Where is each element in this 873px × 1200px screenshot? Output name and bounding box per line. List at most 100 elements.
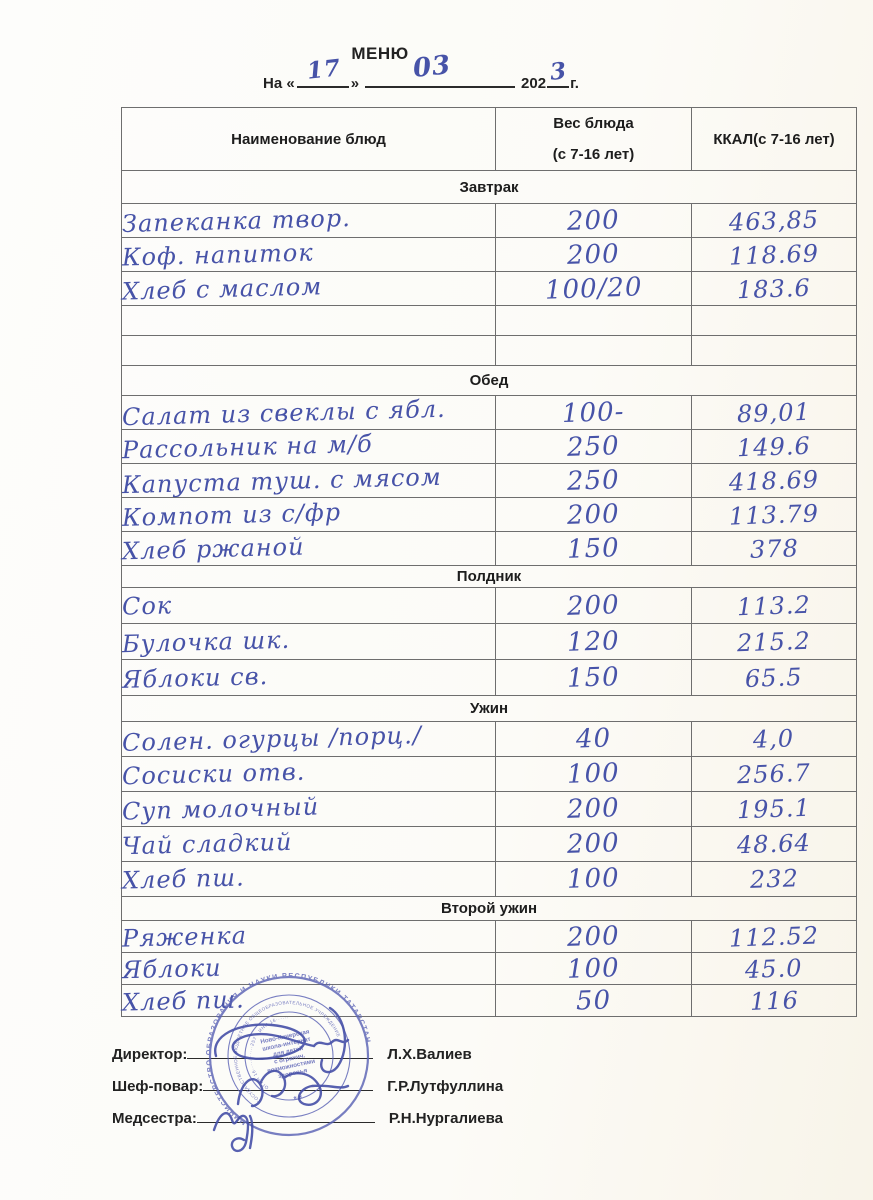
dish-weight: 100 [566, 863, 621, 895]
signature-label: Директор: [112, 1046, 188, 1063]
table-row: Хлеб пш. 50 116 [121, 984, 857, 1017]
dish-weight: 150 [566, 661, 621, 694]
dish-name: Хлеб ржаной [121, 532, 305, 565]
dish-name: Чай сладкий [121, 827, 293, 861]
date-month-blank: 03 [365, 50, 516, 88]
signature-line [187, 1044, 374, 1059]
table-row: Чай сладкий 200 48.64 [121, 826, 857, 862]
handwritten-month: 03 [411, 50, 453, 84]
dish-name: Компот из с/фр [121, 497, 342, 532]
section-title: Ужин [121, 695, 857, 722]
dish-weight: 120 [566, 625, 621, 658]
dish-name: Ряженка [121, 920, 248, 953]
signature-label: Шеф-повар: [112, 1078, 204, 1095]
signature-name: Л.Х.Валиев [387, 1046, 472, 1063]
signature-name: Р.Н.Нургалиева [388, 1110, 503, 1127]
table-row: Капуста туш. с мясом 250 418.69 [121, 462, 857, 499]
dish-weight: 200 [566, 589, 621, 622]
dish-kcal: 215.2 [736, 626, 812, 657]
table-row: Хлеб пш. 100 232 [121, 861, 857, 897]
table-row: Запеканка твор. 200 463,85 [121, 203, 857, 238]
dish-name: Салат из свеклы с ябл. [121, 394, 447, 431]
section-title: Второй ужин [121, 896, 857, 921]
dish-name: Сок [121, 590, 173, 621]
dish-weight: 200 [566, 498, 621, 531]
dish-name: Хлеб с маслом [121, 271, 323, 306]
dish-name: Яблоки св. [121, 661, 269, 694]
section-band-lunch: Обед [121, 365, 857, 396]
dish-name: Солен. огурцы /порц./ [121, 721, 423, 757]
table-row: Ряженка 200 112.52 [121, 920, 857, 953]
dish-name: Коф. напиток [121, 237, 314, 272]
date-year-printed: 202 [521, 75, 547, 92]
date-close-quote: » [350, 75, 360, 92]
dish-weight: 100 [566, 758, 621, 790]
dish-name: Рассольник на м/б [121, 429, 374, 464]
dish-kcal: 89,01 [736, 397, 812, 428]
section-band-snack: Полдник [121, 565, 857, 588]
dish-kcal: 418.69 [728, 464, 820, 497]
dish-kcal: 463,85 [728, 204, 820, 237]
section-title: Полдник [121, 565, 857, 588]
table-row: Хлеб с маслом 100/20 183.6 [121, 271, 857, 306]
dish-weight: 40 [575, 723, 612, 755]
signature-line [203, 1076, 374, 1091]
dish-weight: 200 [566, 793, 621, 825]
dish-kcal: 195.1 [736, 793, 812, 825]
table-row: Хлеб ржаной 150 378 [121, 531, 857, 566]
dish-weight: 200 [566, 238, 621, 271]
dish-weight: 200 [566, 828, 621, 860]
dish-weight: 50 [575, 984, 612, 1017]
dish-weight: 100/20 [544, 271, 643, 306]
dish-kcal: 378 [749, 533, 799, 564]
dish-name: Сосиски отв. [121, 757, 306, 791]
table-row: Солен. огурцы /порц./ 40 4,0 [121, 721, 857, 757]
header-dish-name: Наименование блюд [121, 107, 496, 171]
director-signature-flourish [312, 1006, 350, 1074]
signature-row-director: Директор: Л.Х.Валиев [112, 1044, 472, 1063]
section-band-breakfast: Завтрак [121, 170, 857, 204]
header-weight: Вес блюда (с 7-16 лет) [495, 107, 692, 171]
dish-weight: 100 [566, 952, 621, 985]
section-band-second-dinner: Второй ужин [121, 896, 857, 921]
handwritten-day: 17 [305, 54, 343, 85]
nurse-signature-stroke [212, 1111, 254, 1153]
dish-kcal: 4,0 [752, 724, 796, 754]
dish-kcal: 118.69 [728, 238, 820, 271]
dish-kcal: 65.5 [744, 662, 804, 693]
empty-row [121, 305, 857, 336]
signature-row-chef: Шеф-повар: Г.Р.Лутфуллина [112, 1076, 503, 1095]
dish-kcal: 48.64 [736, 828, 812, 860]
dish-kcal: 113.2 [736, 590, 812, 621]
date-year-blank: 3 [547, 57, 570, 88]
table-row: Сосиски отв. 100 256.7 [121, 756, 857, 792]
dish-weight: 200 [566, 920, 621, 953]
dish-weight: 200 [566, 204, 621, 237]
section-title: Обед [121, 365, 857, 396]
dish-name: Запеканка твор. [121, 203, 352, 238]
dish-weight: 150 [566, 532, 621, 565]
dish-kcal: 45.0 [744, 953, 804, 984]
table-row: Суп молочный 200 195.1 [121, 791, 857, 827]
date-prefix: На « [263, 75, 295, 92]
signature-name: Г.Р.Лутфуллина [387, 1078, 504, 1095]
section-band-dinner: Ужин [121, 695, 857, 722]
date-day-blank: 17 [296, 54, 349, 88]
dish-kcal: 113.79 [728, 498, 820, 531]
dish-name: Суп молочный [121, 792, 320, 826]
handwritten-year-digit: 3 [548, 57, 569, 86]
chef-signature-stroke [236, 1069, 350, 1108]
dish-kcal: 112.52 [728, 920, 820, 953]
signature-line [196, 1108, 375, 1123]
handwritten-signatures [212, 1006, 350, 1153]
signature-label: Медсестра: [112, 1110, 197, 1127]
table-row: Сок 200 113.2 [121, 587, 857, 624]
dish-name: Капуста туш. с мясом [121, 462, 443, 499]
table-row: Рассольник на м/б 250 149.6 [121, 429, 857, 464]
dish-weight: 250 [566, 464, 621, 497]
table-row: Компот из с/фр 200 113.79 [121, 497, 857, 532]
dish-kcal: 183.6 [736, 273, 812, 304]
table-row: Булочка шк. 120 215.2 [121, 623, 857, 660]
menu-table: Наименование блюд Вес блюда (с 7-16 лет)… [121, 107, 857, 1017]
